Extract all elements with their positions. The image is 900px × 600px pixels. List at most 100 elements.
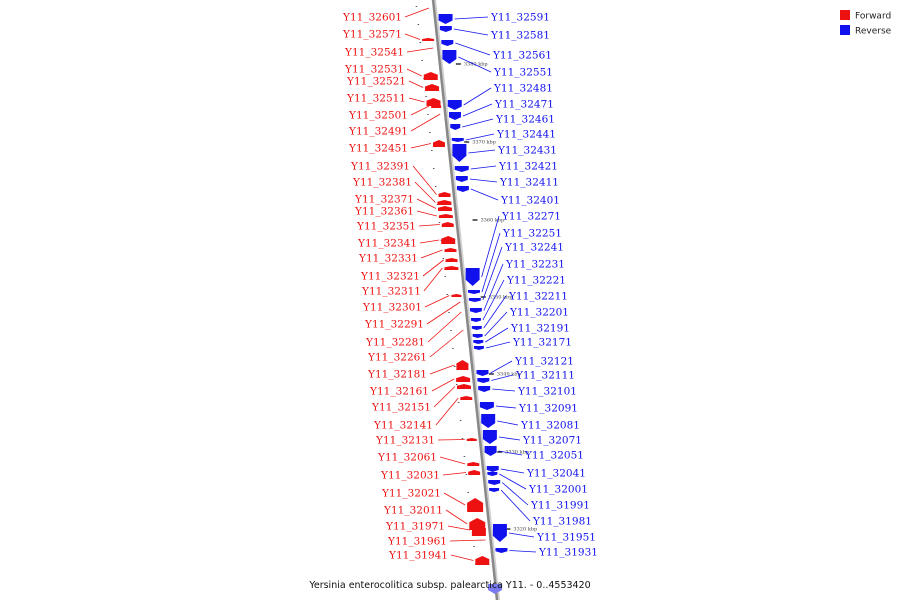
- legend-label: Reverse: [855, 27, 892, 37]
- reverse-gene-shape: [455, 176, 468, 182]
- reverse-gene-shape-partial: [488, 584, 502, 594]
- reverse-gene-connector: [499, 473, 527, 490]
- reverse-gene-connector: [483, 263, 504, 311]
- forward-gene-connector: [416, 198, 437, 209]
- reverse-gene-connector: [483, 295, 507, 329]
- forward-gene-label: Y11_32381: [352, 177, 412, 189]
- axis-dot: [446, 294, 448, 295]
- reverse-gene-label: Y11_32551: [493, 67, 553, 79]
- forward-gene-shape: [425, 84, 440, 91]
- forward-gene-label: Y11_32161: [369, 386, 429, 398]
- reverse-gene-label: Y11_32401: [500, 195, 560, 207]
- reverse-gene-connector: [470, 165, 497, 170]
- forward-gene-label: Y11_32351: [356, 221, 416, 233]
- reverse-gene-shape: [487, 472, 498, 476]
- forward-gene-label: Y11_32281: [365, 337, 425, 349]
- reverse-gene-shape: [441, 40, 454, 46]
- forward-gene-shape: [431, 104, 442, 108]
- reverse-gene-connector: [498, 450, 523, 456]
- forward-gene-label: Y11_32291: [364, 319, 424, 331]
- forward-gene-label: Y11_32031: [380, 470, 440, 482]
- forward-gene-connector: [429, 329, 464, 358]
- forward-gene-shape: [471, 524, 486, 536]
- reverse-gene-shape: [452, 144, 467, 162]
- forward-gene-label: Y11_32061: [377, 452, 437, 464]
- forward-gene-label: Y11_32341: [357, 238, 417, 250]
- axis-dot: [442, 258, 445, 259]
- axis-dot: [431, 150, 433, 151]
- legend-label: Forward: [855, 12, 891, 22]
- tick-label: 3320 kbp: [513, 527, 537, 533]
- forward-gene-label: Y11_32321: [360, 271, 420, 283]
- reverse-gene-label: Y11_32421: [498, 161, 558, 173]
- axis-dot: [415, 6, 418, 7]
- reverse-gene-label: Y11_31981: [532, 516, 592, 528]
- forward-gene-connector: [427, 311, 462, 343]
- axis-dot: [455, 384, 458, 385]
- forward-gene-label: Y11_32511: [346, 93, 406, 105]
- reverse-gene-label: Y11_32561: [492, 50, 552, 62]
- axis-dot: [425, 96, 427, 97]
- axis-dot: [450, 330, 452, 331]
- forward-gene-connector: [406, 68, 422, 77]
- reverse-gene-connector: [465, 133, 495, 141]
- axis-dot: [438, 222, 441, 223]
- reverse-gene-label: Y11_32231: [505, 259, 565, 271]
- reverse-gene-shape: [484, 446, 497, 456]
- reverse-gene-connector: [453, 28, 489, 36]
- forward-gene-label: Y11_32601: [342, 12, 402, 24]
- axis-dot: [444, 276, 446, 277]
- forward-gene-label: Y11_32491: [348, 126, 408, 138]
- reverse-gene-label: Y11_32051: [524, 450, 584, 462]
- reverse-gene-shape: [469, 308, 482, 313]
- forward-gene-label: Y11_32141: [373, 420, 433, 432]
- reverse-gene-connector: [455, 42, 491, 56]
- reverse-gene-connector: [454, 16, 489, 20]
- tick-label: 3370 kbp: [472, 140, 496, 146]
- reverse-gene-connector: [462, 103, 493, 117]
- forward-gene-shape: [441, 222, 454, 227]
- forward-gene-connector: [406, 47, 434, 53]
- axis-dot: [421, 60, 423, 61]
- forward-gene-shape: [438, 206, 453, 211]
- forward-gene-label: Y11_31971: [385, 521, 445, 533]
- reverse-gene-shape: [467, 290, 480, 294]
- forward-gene-shape: [456, 360, 469, 370]
- forward-gene-label: Y11_32131: [375, 435, 435, 447]
- forward-gene-connector: [410, 143, 432, 149]
- forward-gene-connector: [408, 97, 425, 103]
- forward-gene-shape: [432, 140, 445, 147]
- axis-dot: [463, 456, 466, 457]
- reverse-gene-shape: [482, 430, 497, 444]
- forward-gene-connector: [423, 267, 443, 292]
- forward-gene-shape: [466, 438, 477, 441]
- forward-gene-connector: [416, 210, 437, 217]
- reverse-gene-label: Y11_32411: [499, 177, 559, 189]
- legend: Forward Reverse: [840, 10, 892, 37]
- forward-gene-connector: [410, 113, 441, 132]
- reverse-gene-label: Y11_32271: [501, 211, 561, 223]
- axis-dot: [432, 168, 435, 169]
- forward-gene-connector: [449, 539, 486, 542]
- reverse-gene-label: Y11_32481: [493, 83, 553, 95]
- forward-gene-shape: [426, 98, 441, 106]
- reverse-gene-label: Y11_32121: [514, 356, 574, 368]
- reverse-gene-shape: [471, 326, 482, 330]
- reverse-gene-shape: [473, 346, 484, 350]
- reverse-gene-connector: [485, 327, 509, 343]
- axis-dot: [454, 366, 456, 367]
- forward-gene-shape: [438, 192, 451, 197]
- reverse-gene-shape: [470, 318, 481, 322]
- forward-gene-shape: [422, 38, 435, 41]
- forward-gene-shape: [438, 214, 453, 218]
- axis-dot: [429, 132, 431, 133]
- forward-gene-label: Y11_32501: [348, 110, 408, 122]
- legend-swatch: [840, 10, 850, 20]
- forward-gene-label: Y11_32541: [344, 47, 404, 59]
- reverse-gene-label: Y11_32431: [497, 145, 557, 157]
- reverse-gene-label: Y11_32211: [508, 291, 568, 303]
- forward-gene-label: Y11_31961: [387, 536, 447, 548]
- forward-gene-connector: [422, 259, 444, 277]
- reverse-gene-shape: [456, 186, 469, 192]
